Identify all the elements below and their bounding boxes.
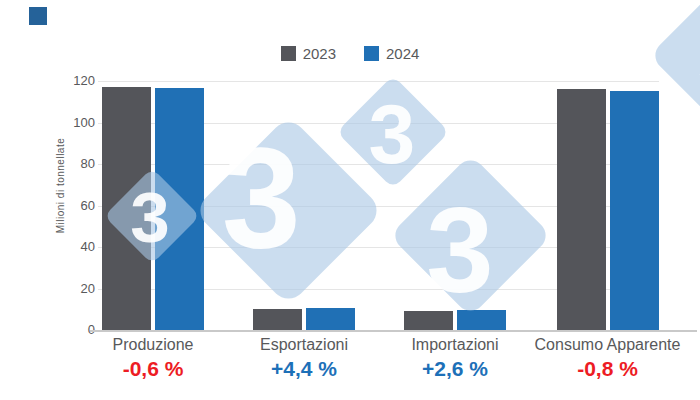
legend: 2023 2024 [0,45,700,62]
gridline [98,81,659,82]
legend-label: 2023 [303,45,336,62]
bar-2024-Consumo Apparente [610,91,659,330]
y-axis-title: Milioni di tonnellate [55,56,68,316]
y-tick-label: 60 [59,199,95,213]
y-tick-label: 40 [59,240,95,254]
y-tick-label: 100 [59,116,95,130]
category-label: Consumo Apparente [518,336,698,354]
bar-2024-Esportazioni [306,308,355,330]
bar-2023-Consumo Apparente [557,89,606,330]
watermark-3-glyph: 3 [696,0,700,115]
watermark-3-glyph: 3 [368,91,415,175]
brand-logo-square-icon [29,7,47,25]
watermark-diamond-icon: 3 [336,75,449,188]
legend-label: 2024 [386,45,419,62]
watermark-3-glyph: 3 [222,126,301,268]
watermark-3-glyph: 3 [131,182,171,253]
y-tick-label: 120 [59,74,95,88]
bar-2023-Esportazioni [253,309,302,330]
watermark-3-glyph: 3 [426,189,493,310]
legend-item-2024: 2024 [364,45,419,62]
y-tick-label: 20 [59,282,95,296]
chart-canvas: 20232024 Milioni di tonnellate 020406080… [0,0,700,400]
x-axis-line [90,330,697,332]
legend-swatch-icon [364,46,379,61]
variation-percentage-label: -0,8 % [518,357,698,381]
y-tick-label: 80 [59,157,95,171]
legend-item-2023: 2023 [281,45,336,62]
legend-swatch-icon [281,46,296,61]
